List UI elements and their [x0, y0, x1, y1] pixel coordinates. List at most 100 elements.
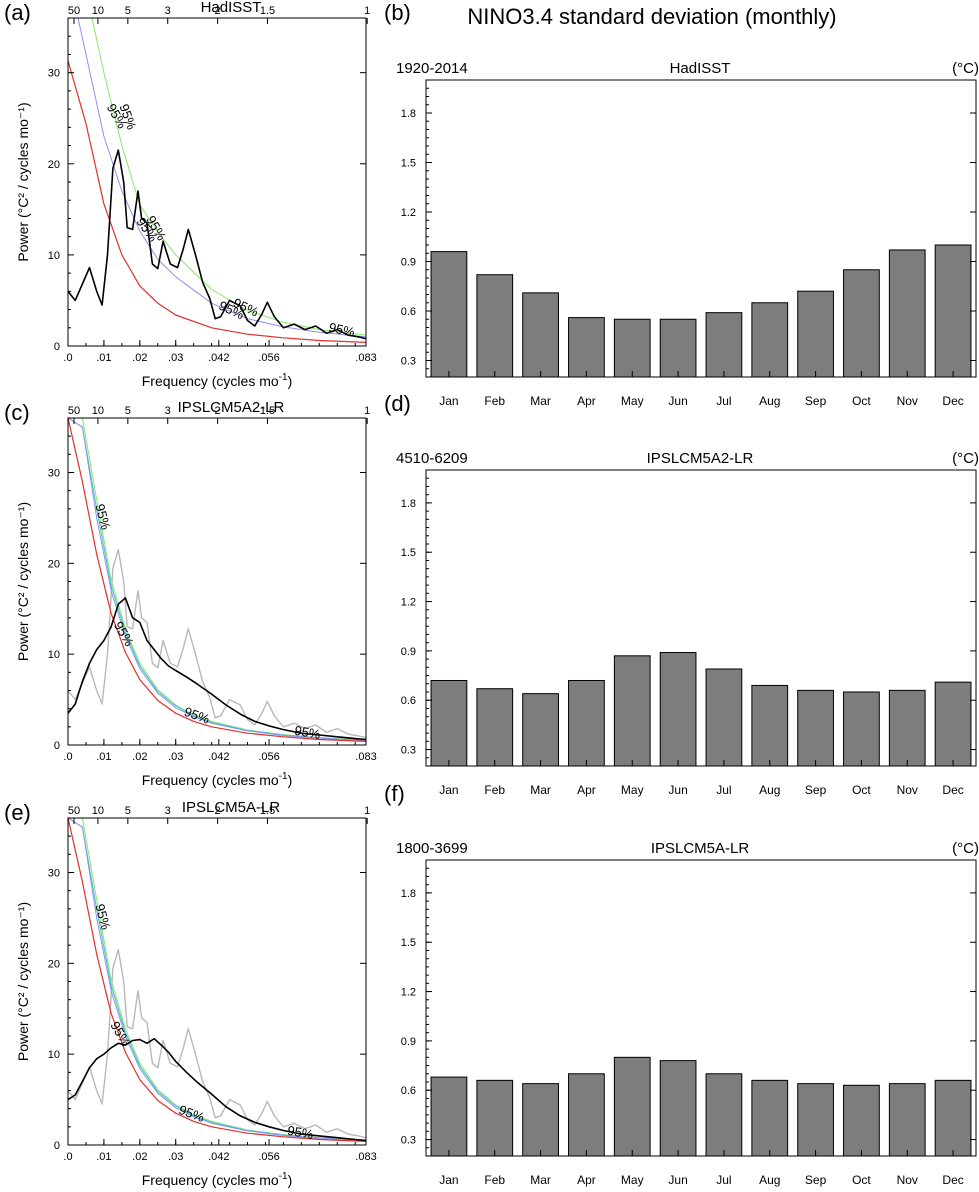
x-tick-label: Mar	[530, 1173, 551, 1187]
y-tick-label: 1.8	[401, 108, 416, 120]
x-tick-label: Feb	[484, 1173, 505, 1187]
x-tick-label: .01	[96, 751, 111, 763]
x-tick-label: .02	[132, 1151, 147, 1163]
y-tick-label: 0.9	[401, 1036, 416, 1048]
label-95: 95%	[182, 704, 212, 727]
panel-period: 1800-3699	[396, 840, 468, 857]
x-tick-label: Dec	[942, 1173, 963, 1187]
bar	[751, 1079, 789, 1157]
x-tick-label: .056	[258, 751, 279, 763]
x-axis-label: Frequency (cycles mo-1)	[142, 771, 293, 788]
x-tick-label: Apr	[577, 394, 596, 408]
label-95: 95%	[92, 502, 113, 531]
y-tick-label: 1.5	[401, 547, 416, 559]
panel-title: IPSLCM5A2-LR	[178, 399, 285, 416]
x-tick-label: .042	[208, 1151, 229, 1163]
x-tick-label: Sep	[805, 783, 827, 797]
y-tick-label: 1.8	[401, 498, 416, 510]
y-tick-label: 20	[48, 558, 60, 570]
y-tick-label: 1.5	[401, 158, 416, 170]
x-axis-label: Frequency (cycles mo-1)	[142, 372, 293, 389]
bar	[568, 679, 605, 767]
x-tick-label: Sep	[805, 394, 827, 408]
x-tick-label: May	[621, 783, 644, 797]
y-axis-label: Power (°C² / cycles mo⁻¹)	[15, 502, 31, 661]
y-tick-label: 0.3	[401, 745, 416, 757]
bar	[568, 1073, 605, 1157]
x-tick-label: .083	[355, 1151, 376, 1163]
unit-label: (°C)	[952, 450, 979, 467]
x-axis-label-sup: -1	[279, 372, 288, 383]
x-axis-label-text: Frequency (cycles mo	[142, 772, 279, 788]
y-tick-label: 30	[48, 68, 60, 80]
y-tick-label: 1.8	[401, 888, 416, 900]
x-axis-label-end: )	[288, 373, 293, 389]
y-tick-label: 20	[48, 958, 60, 970]
panel-letter: (e)	[4, 800, 31, 825]
bar-panel: (f) 1800-3699 IPSLCM5A-LR (°C) Jan Feb Mar Apr M…	[384, 781, 979, 1187]
top-tick-label: 3	[165, 405, 171, 417]
x-tick-label: .03	[168, 751, 183, 763]
unit-label: (°C)	[952, 840, 979, 857]
x-tick-label: Jun	[668, 394, 687, 408]
spectrum-panel: (c) IPSLCM5A2-LR95%95%95%95%.0.01.02.03.0…	[4, 399, 377, 788]
bar	[659, 318, 697, 378]
top-tick-label: 3	[165, 5, 171, 17]
bar	[522, 693, 559, 767]
y-tick-label: 1.2	[401, 987, 416, 999]
panel-letter: (a)	[4, 0, 31, 25]
y-tick-label: 20	[48, 159, 60, 171]
label-95: 95%	[286, 1123, 315, 1142]
top-tick-label: 1	[364, 405, 370, 417]
x-axis-label-text: Frequency (cycles mo	[142, 373, 279, 389]
y-tick-label: 30	[48, 868, 60, 880]
y-tick-label: 0.6	[401, 695, 416, 707]
x-tick-label: Nov	[897, 783, 918, 797]
y-tick-label: 10	[48, 649, 60, 661]
series-ci-blue	[68, 818, 366, 1141]
figure-header: NINO3.4 standard deviation (monthly)	[467, 4, 836, 29]
panel-title: IPSLCM5A-LR	[651, 840, 750, 857]
series-observed-spectrum	[68, 549, 366, 739]
bar	[751, 684, 789, 767]
x-tick-label: .0	[63, 352, 72, 364]
unit-label: (°C)	[952, 60, 979, 77]
top-tick-label: 50	[68, 805, 80, 817]
x-tick-label: Nov	[897, 394, 918, 408]
x-axis-label-sup: -1	[279, 1171, 288, 1182]
top-tick-label: 2	[215, 5, 221, 17]
x-tick-label: Apr	[577, 1173, 596, 1187]
label-95: 95%	[92, 902, 113, 931]
y-tick-label: 10	[48, 1049, 60, 1061]
y-tick-label: 0.9	[401, 646, 416, 658]
label-95: 95%	[293, 723, 322, 742]
x-tick-label: Aug	[759, 394, 780, 408]
bar	[843, 691, 880, 767]
x-tick-label: .083	[355, 751, 376, 763]
panels: (a) HadISST95%95%95%95%95%95%95%.0.01.02.…	[4, 0, 979, 1188]
series-ci-blue	[77, 18, 366, 338]
x-tick-label: Jul	[716, 1173, 731, 1187]
bar	[476, 1079, 514, 1157]
top-tick-label: 50	[68, 405, 80, 417]
series-group	[68, 18, 366, 343]
x-tick-label: Mar	[530, 783, 551, 797]
y-tick-label: 0	[54, 341, 60, 353]
x-tick-label: .042	[208, 751, 229, 763]
bar	[659, 1060, 697, 1157]
label-95: 95%	[177, 1102, 207, 1125]
y-axis-label: Power (°C² / cycles mo⁻¹)	[15, 902, 31, 1061]
bar	[888, 1083, 926, 1157]
x-tick-label: Feb	[484, 783, 505, 797]
x-tick-label: .02	[132, 751, 147, 763]
panel-letter: (b)	[384, 0, 411, 25]
bar	[659, 652, 697, 767]
series-red-noise	[68, 418, 366, 742]
bar	[430, 251, 468, 378]
x-tick-label: Aug	[759, 1173, 780, 1187]
bar	[797, 689, 834, 767]
bar	[568, 317, 605, 378]
y-tick-label: 30	[48, 468, 60, 480]
x-tick-label: Jan	[439, 1173, 458, 1187]
